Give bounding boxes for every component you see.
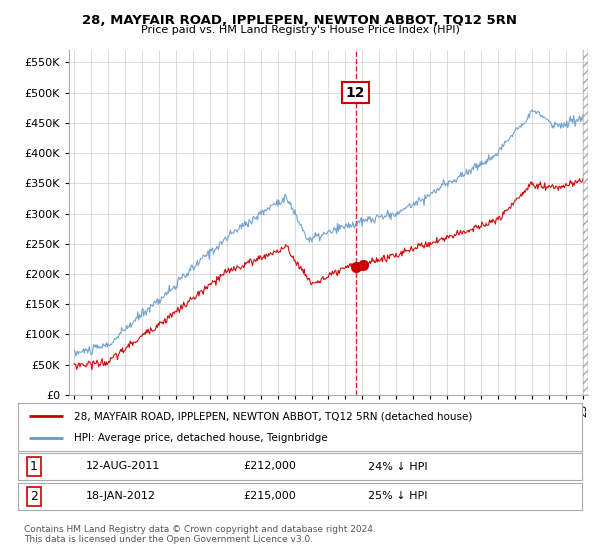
Text: 28, MAYFAIR ROAD, IPPLEPEN, NEWTON ABBOT, TQ12 5RN (detached house): 28, MAYFAIR ROAD, IPPLEPEN, NEWTON ABBOT… [74, 411, 473, 421]
Text: £212,000: £212,000 [244, 461, 296, 472]
Text: Contains HM Land Registry data © Crown copyright and database right 2024.: Contains HM Land Registry data © Crown c… [24, 525, 376, 534]
Text: 1: 1 [30, 460, 38, 473]
Text: Price paid vs. HM Land Registry's House Price Index (HPI): Price paid vs. HM Land Registry's House … [140, 25, 460, 35]
Text: 28, MAYFAIR ROAD, IPPLEPEN, NEWTON ABBOT, TQ12 5RN: 28, MAYFAIR ROAD, IPPLEPEN, NEWTON ABBOT… [83, 14, 517, 27]
Text: This data is licensed under the Open Government Licence v3.0.: This data is licensed under the Open Gov… [24, 535, 313, 544]
Text: 12: 12 [346, 86, 365, 100]
Text: 24% ↓ HPI: 24% ↓ HPI [368, 461, 427, 472]
Text: 25% ↓ HPI: 25% ↓ HPI [368, 491, 427, 501]
Text: 2: 2 [30, 489, 38, 503]
Text: 18-JAN-2012: 18-JAN-2012 [86, 491, 155, 501]
Text: £215,000: £215,000 [244, 491, 296, 501]
Text: HPI: Average price, detached house, Teignbridge: HPI: Average price, detached house, Teig… [74, 433, 328, 443]
Text: 12-AUG-2011: 12-AUG-2011 [86, 461, 160, 472]
